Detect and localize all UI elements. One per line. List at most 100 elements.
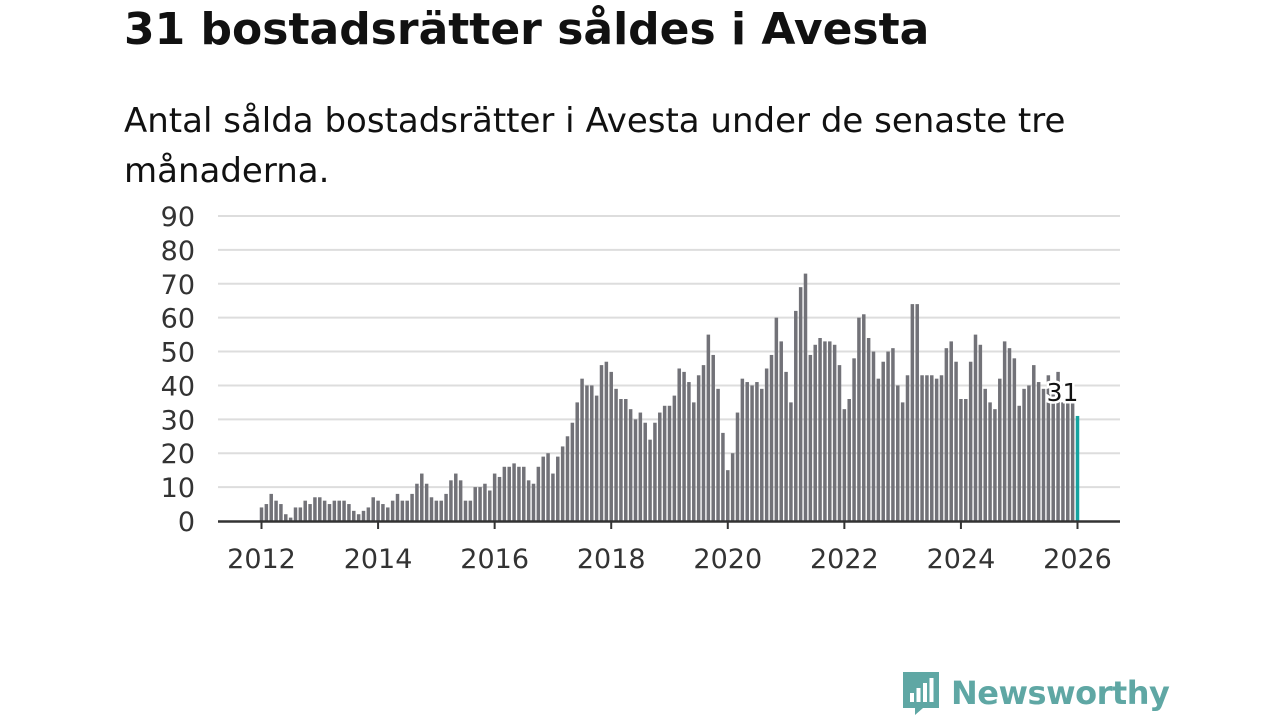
bar <box>609 371 613 521</box>
bar <box>832 344 837 521</box>
bar <box>633 419 638 521</box>
annotation: 31 <box>1044 375 1081 409</box>
bar <box>764 368 769 521</box>
bar <box>847 399 851 521</box>
bar <box>638 412 643 521</box>
bar <box>1070 402 1075 521</box>
bar <box>531 483 536 521</box>
bar <box>434 500 439 521</box>
bar <box>259 507 264 521</box>
newsworthy-logo-icon <box>903 672 939 715</box>
bar <box>886 351 890 521</box>
bar <box>424 483 429 521</box>
bar <box>449 480 453 521</box>
bar <box>570 422 575 521</box>
bar <box>862 314 866 521</box>
bar <box>599 365 604 521</box>
bar <box>541 456 545 521</box>
bar <box>473 487 477 521</box>
bar <box>565 436 570 521</box>
bar <box>677 368 681 521</box>
newsworthy-logo: Newsworthy <box>901 670 1170 716</box>
bar <box>881 361 885 521</box>
bar <box>964 399 968 521</box>
bar <box>876 378 881 521</box>
bar <box>497 476 502 521</box>
bar <box>308 504 312 521</box>
bar <box>988 402 992 521</box>
bar <box>1056 371 1060 521</box>
bar <box>949 341 953 521</box>
bar-series <box>259 273 1080 521</box>
bar <box>356 514 361 521</box>
latest-value-label: 31 <box>1047 378 1079 407</box>
newsworthy-logo-text: Newsworthy <box>951 674 1170 712</box>
bar <box>580 378 584 521</box>
bar <box>594 395 599 521</box>
bar <box>716 388 720 521</box>
chart-subtitle: Antal sålda bostadsrätter i Avesta under… <box>124 101 1066 191</box>
bar <box>551 473 555 521</box>
bar <box>842 409 847 521</box>
bar <box>264 504 269 521</box>
bar <box>390 500 395 521</box>
bar <box>463 500 468 521</box>
bar <box>667 405 672 521</box>
bar <box>536 466 541 521</box>
bar <box>366 507 371 521</box>
bar <box>735 412 740 521</box>
bar <box>837 365 842 521</box>
bar <box>439 500 443 521</box>
bar <box>939 375 944 521</box>
bar <box>662 405 667 521</box>
bar <box>1012 358 1017 521</box>
x-tick-label: 2014 <box>344 544 413 575</box>
bar <box>483 483 487 521</box>
bar <box>794 310 798 521</box>
bar <box>269 493 273 521</box>
bar <box>852 358 856 521</box>
bar <box>1007 348 1012 521</box>
bar <box>954 361 958 521</box>
bar <box>905 375 910 521</box>
bar <box>692 402 696 521</box>
bar <box>755 382 759 521</box>
bar <box>687 382 691 521</box>
y-tick-label: 60 <box>161 304 195 335</box>
bar <box>973 334 978 521</box>
bar <box>920 375 924 521</box>
bar <box>1061 402 1065 521</box>
bar <box>604 361 609 521</box>
bar <box>779 341 783 521</box>
bar <box>298 507 303 521</box>
bar <box>915 304 919 521</box>
bar <box>619 399 623 521</box>
bar <box>818 338 822 521</box>
bar <box>1066 402 1070 521</box>
bar <box>696 375 701 521</box>
x-tick-label: 2026 <box>1043 544 1112 575</box>
bar <box>337 500 341 521</box>
x-tick-label: 2020 <box>693 544 762 575</box>
bar <box>288 517 293 521</box>
bar <box>420 473 424 521</box>
bar <box>1032 365 1036 521</box>
bar <box>798 287 803 521</box>
bar <box>721 432 725 521</box>
bar <box>1041 388 1046 521</box>
bar <box>347 504 351 521</box>
bar <box>468 500 473 521</box>
bar <box>925 375 929 521</box>
bar <box>871 351 876 521</box>
bar <box>959 399 963 521</box>
bar <box>293 507 298 521</box>
bar <box>1022 388 1026 521</box>
bar <box>512 463 516 521</box>
bar <box>361 510 366 521</box>
bar <box>789 402 793 521</box>
bar <box>1027 385 1031 521</box>
bar <box>784 371 788 521</box>
y-tick-label: 20 <box>161 439 195 470</box>
bar <box>284 514 288 521</box>
